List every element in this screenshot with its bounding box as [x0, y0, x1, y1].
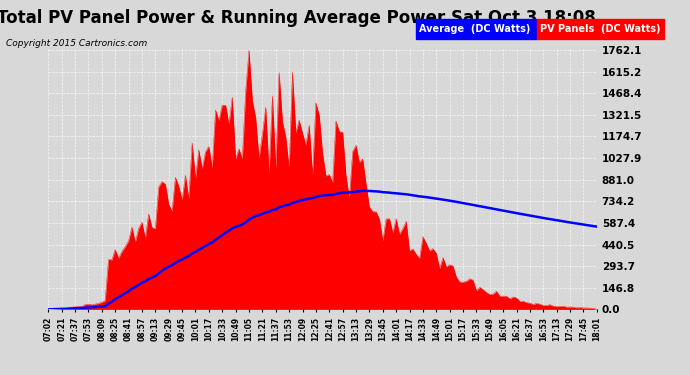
Text: PV Panels  (DC Watts): PV Panels (DC Watts) — [540, 24, 660, 34]
Text: Total PV Panel Power & Running Average Power Sat Oct 3 18:08: Total PV Panel Power & Running Average P… — [0, 9, 596, 27]
Text: Average  (DC Watts): Average (DC Watts) — [419, 24, 530, 34]
Text: Copyright 2015 Cartronics.com: Copyright 2015 Cartronics.com — [6, 39, 147, 48]
